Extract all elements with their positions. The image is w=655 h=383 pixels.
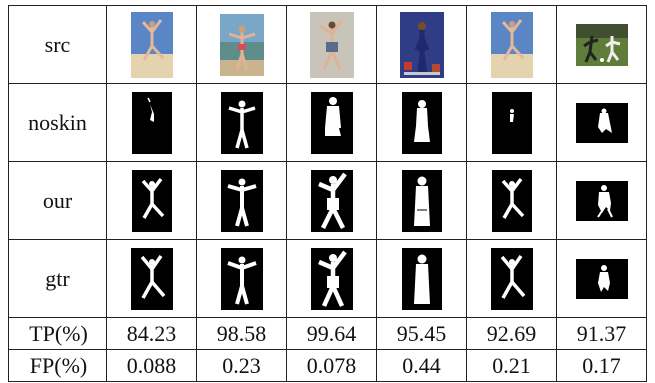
noskin-mask-2 <box>220 91 263 154</box>
gtr-mask-4 <box>401 247 442 310</box>
src-image-cell <box>196 5 287 84</box>
fp-row: FP(%) 0.088 0.23 0.078 0.44 0.21 0.17 <box>8 349 647 382</box>
fp-value: 0.21 <box>466 349 557 382</box>
src-image-cell <box>556 5 647 84</box>
row-label-fp: FP(%) <box>8 349 107 382</box>
gtr-mask-cell <box>106 239 197 318</box>
src-photo-1 <box>130 11 173 78</box>
src-photo-5 <box>490 11 533 78</box>
our-mask-3 <box>310 169 353 232</box>
our-row: our <box>8 161 647 240</box>
our-mask-cell <box>196 161 287 240</box>
src-image-cell <box>466 5 557 84</box>
src-image-cell <box>376 5 467 84</box>
tp-value: 84.23 <box>106 317 197 350</box>
tp-value: 91.37 <box>556 317 647 350</box>
tp-value: 98.58 <box>196 317 287 350</box>
src-photo-6 <box>575 23 628 66</box>
our-mask-cell <box>556 161 647 240</box>
gtr-row: gtr <box>8 239 647 318</box>
src-photo-2 <box>219 13 264 76</box>
row-label-our: our <box>8 161 107 240</box>
gtr-mask-6 <box>575 258 628 299</box>
fp-value: 0.17 <box>556 349 647 382</box>
src-photo-4 <box>399 11 444 78</box>
our-mask-1 <box>131 169 172 232</box>
noskin-mask-3 <box>310 91 353 154</box>
row-label-noskin: noskin <box>8 83 107 162</box>
results-table: src <box>8 5 647 382</box>
fp-value: 0.23 <box>196 349 287 382</box>
noskin-mask-6 <box>575 102 628 143</box>
row-label-src: src <box>8 5 107 84</box>
fp-value: 0.088 <box>106 349 197 382</box>
tp-value: 95.45 <box>376 317 467 350</box>
src-photo-3 <box>309 11 354 78</box>
gtr-mask-cell <box>466 239 557 318</box>
gtr-mask-cell <box>286 239 377 318</box>
fp-value: 0.44 <box>376 349 467 382</box>
tp-value: 92.69 <box>466 317 557 350</box>
noskin-mask-cell <box>286 83 377 162</box>
our-mask-cell <box>286 161 377 240</box>
gtr-mask-3 <box>310 247 353 310</box>
src-row: src <box>8 5 647 84</box>
our-mask-cell <box>376 161 467 240</box>
gtr-mask-5 <box>490 247 533 310</box>
noskin-mask-cell <box>556 83 647 162</box>
src-image-cell <box>286 5 377 84</box>
noskin-mask-cell <box>196 83 287 162</box>
gtr-mask-cell <box>556 239 647 318</box>
noskin-mask-5 <box>491 91 532 154</box>
noskin-mask-cell <box>376 83 467 162</box>
src-image-cell <box>106 5 197 84</box>
our-mask-5 <box>491 169 532 232</box>
gtr-mask-2 <box>220 247 263 310</box>
gtr-mask-1 <box>130 247 173 310</box>
fp-value: 0.078 <box>286 349 377 382</box>
our-mask-4 <box>401 169 442 232</box>
noskin-mask-cell <box>106 83 197 162</box>
row-label-gtr: gtr <box>8 239 107 318</box>
our-mask-6 <box>575 180 628 221</box>
tp-row: TP(%) 84.23 98.58 99.64 95.45 92.69 91.3… <box>8 317 647 350</box>
gtr-mask-cell <box>196 239 287 318</box>
tp-value: 99.64 <box>286 317 377 350</box>
row-label-tp: TP(%) <box>8 317 107 350</box>
our-mask-cell <box>106 161 197 240</box>
noskin-mask-cell <box>466 83 557 162</box>
noskin-mask-4 <box>401 91 442 154</box>
noskin-row: noskin <box>8 83 647 162</box>
our-mask-cell <box>466 161 557 240</box>
gtr-mask-cell <box>376 239 467 318</box>
our-mask-2 <box>220 169 263 232</box>
noskin-mask-1 <box>131 91 172 154</box>
